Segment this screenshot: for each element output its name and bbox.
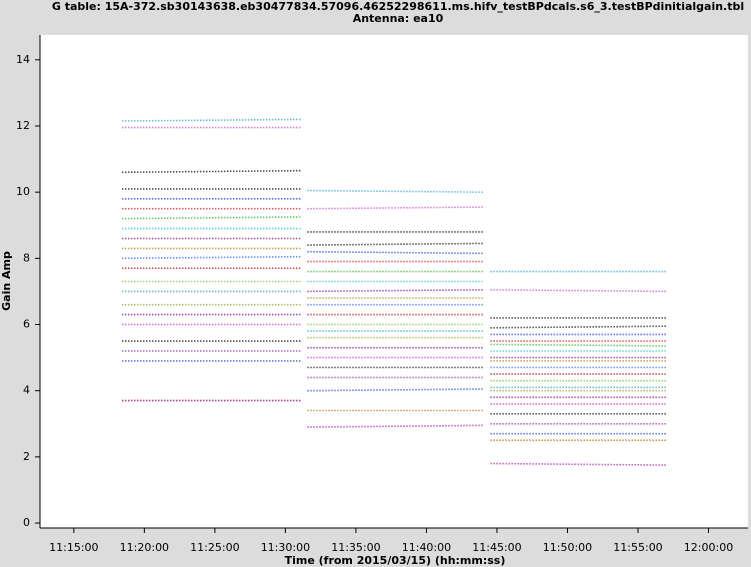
plot-area: [40, 35, 748, 528]
data-series: [122, 216, 666, 347]
y-tick-label: 10: [16, 185, 30, 198]
data-series: [122, 237, 666, 359]
x-tick-label: 11:35:00: [331, 541, 380, 554]
data-series: [122, 118, 666, 273]
data-series: [122, 290, 666, 389]
data-series: [122, 188, 666, 329]
data-series: [122, 340, 666, 415]
y-tick-label: 8: [23, 251, 30, 264]
x-tick-label: 11:15:00: [49, 541, 98, 554]
x-tick-label: 11:50:00: [543, 541, 592, 554]
data-series: [122, 280, 666, 382]
x-axis-label: Time (from 2015/03/15) (hh:mm:ss): [285, 554, 506, 567]
y-tick-label: 2: [23, 450, 30, 463]
y-tick-label: 14: [16, 53, 30, 66]
chart-subtitle: Antenna: ea10: [353, 12, 444, 25]
y-axis-label: Gain Amp: [0, 251, 13, 311]
data-series: [122, 399, 666, 466]
x-tick-label: 12:00:00: [684, 541, 733, 554]
y-tick-label: 0: [23, 516, 30, 529]
data-series: [122, 227, 666, 352]
data-series: [122, 198, 666, 336]
data-series: [122, 360, 666, 435]
y-tick-label: 6: [23, 318, 30, 331]
data-series: [122, 350, 666, 425]
data-series: [122, 323, 666, 405]
y-tick-label: 12: [16, 119, 30, 132]
data-series: [122, 169, 666, 319]
data-series: [122, 399, 666, 442]
chart-title: G table: 15A-372.sb30143638.eb30477834.5…: [52, 0, 744, 13]
data-series: [122, 303, 666, 392]
x-tick-label: 11:30:00: [261, 541, 310, 554]
x-tick-label: 11:20:00: [120, 541, 169, 554]
x-tick-label: 11:25:00: [190, 541, 239, 554]
y-tick-label: 4: [23, 384, 30, 397]
data-series: [122, 207, 666, 342]
x-tick-label: 11:55:00: [613, 541, 662, 554]
data-series: [122, 247, 666, 362]
data-series: [122, 313, 666, 399]
data-series: [122, 126, 666, 293]
x-tick-label: 11:40:00: [402, 541, 451, 554]
x-tick-label: 11:45:00: [472, 541, 521, 554]
data-series: [122, 255, 666, 369]
data-series: [122, 267, 666, 375]
